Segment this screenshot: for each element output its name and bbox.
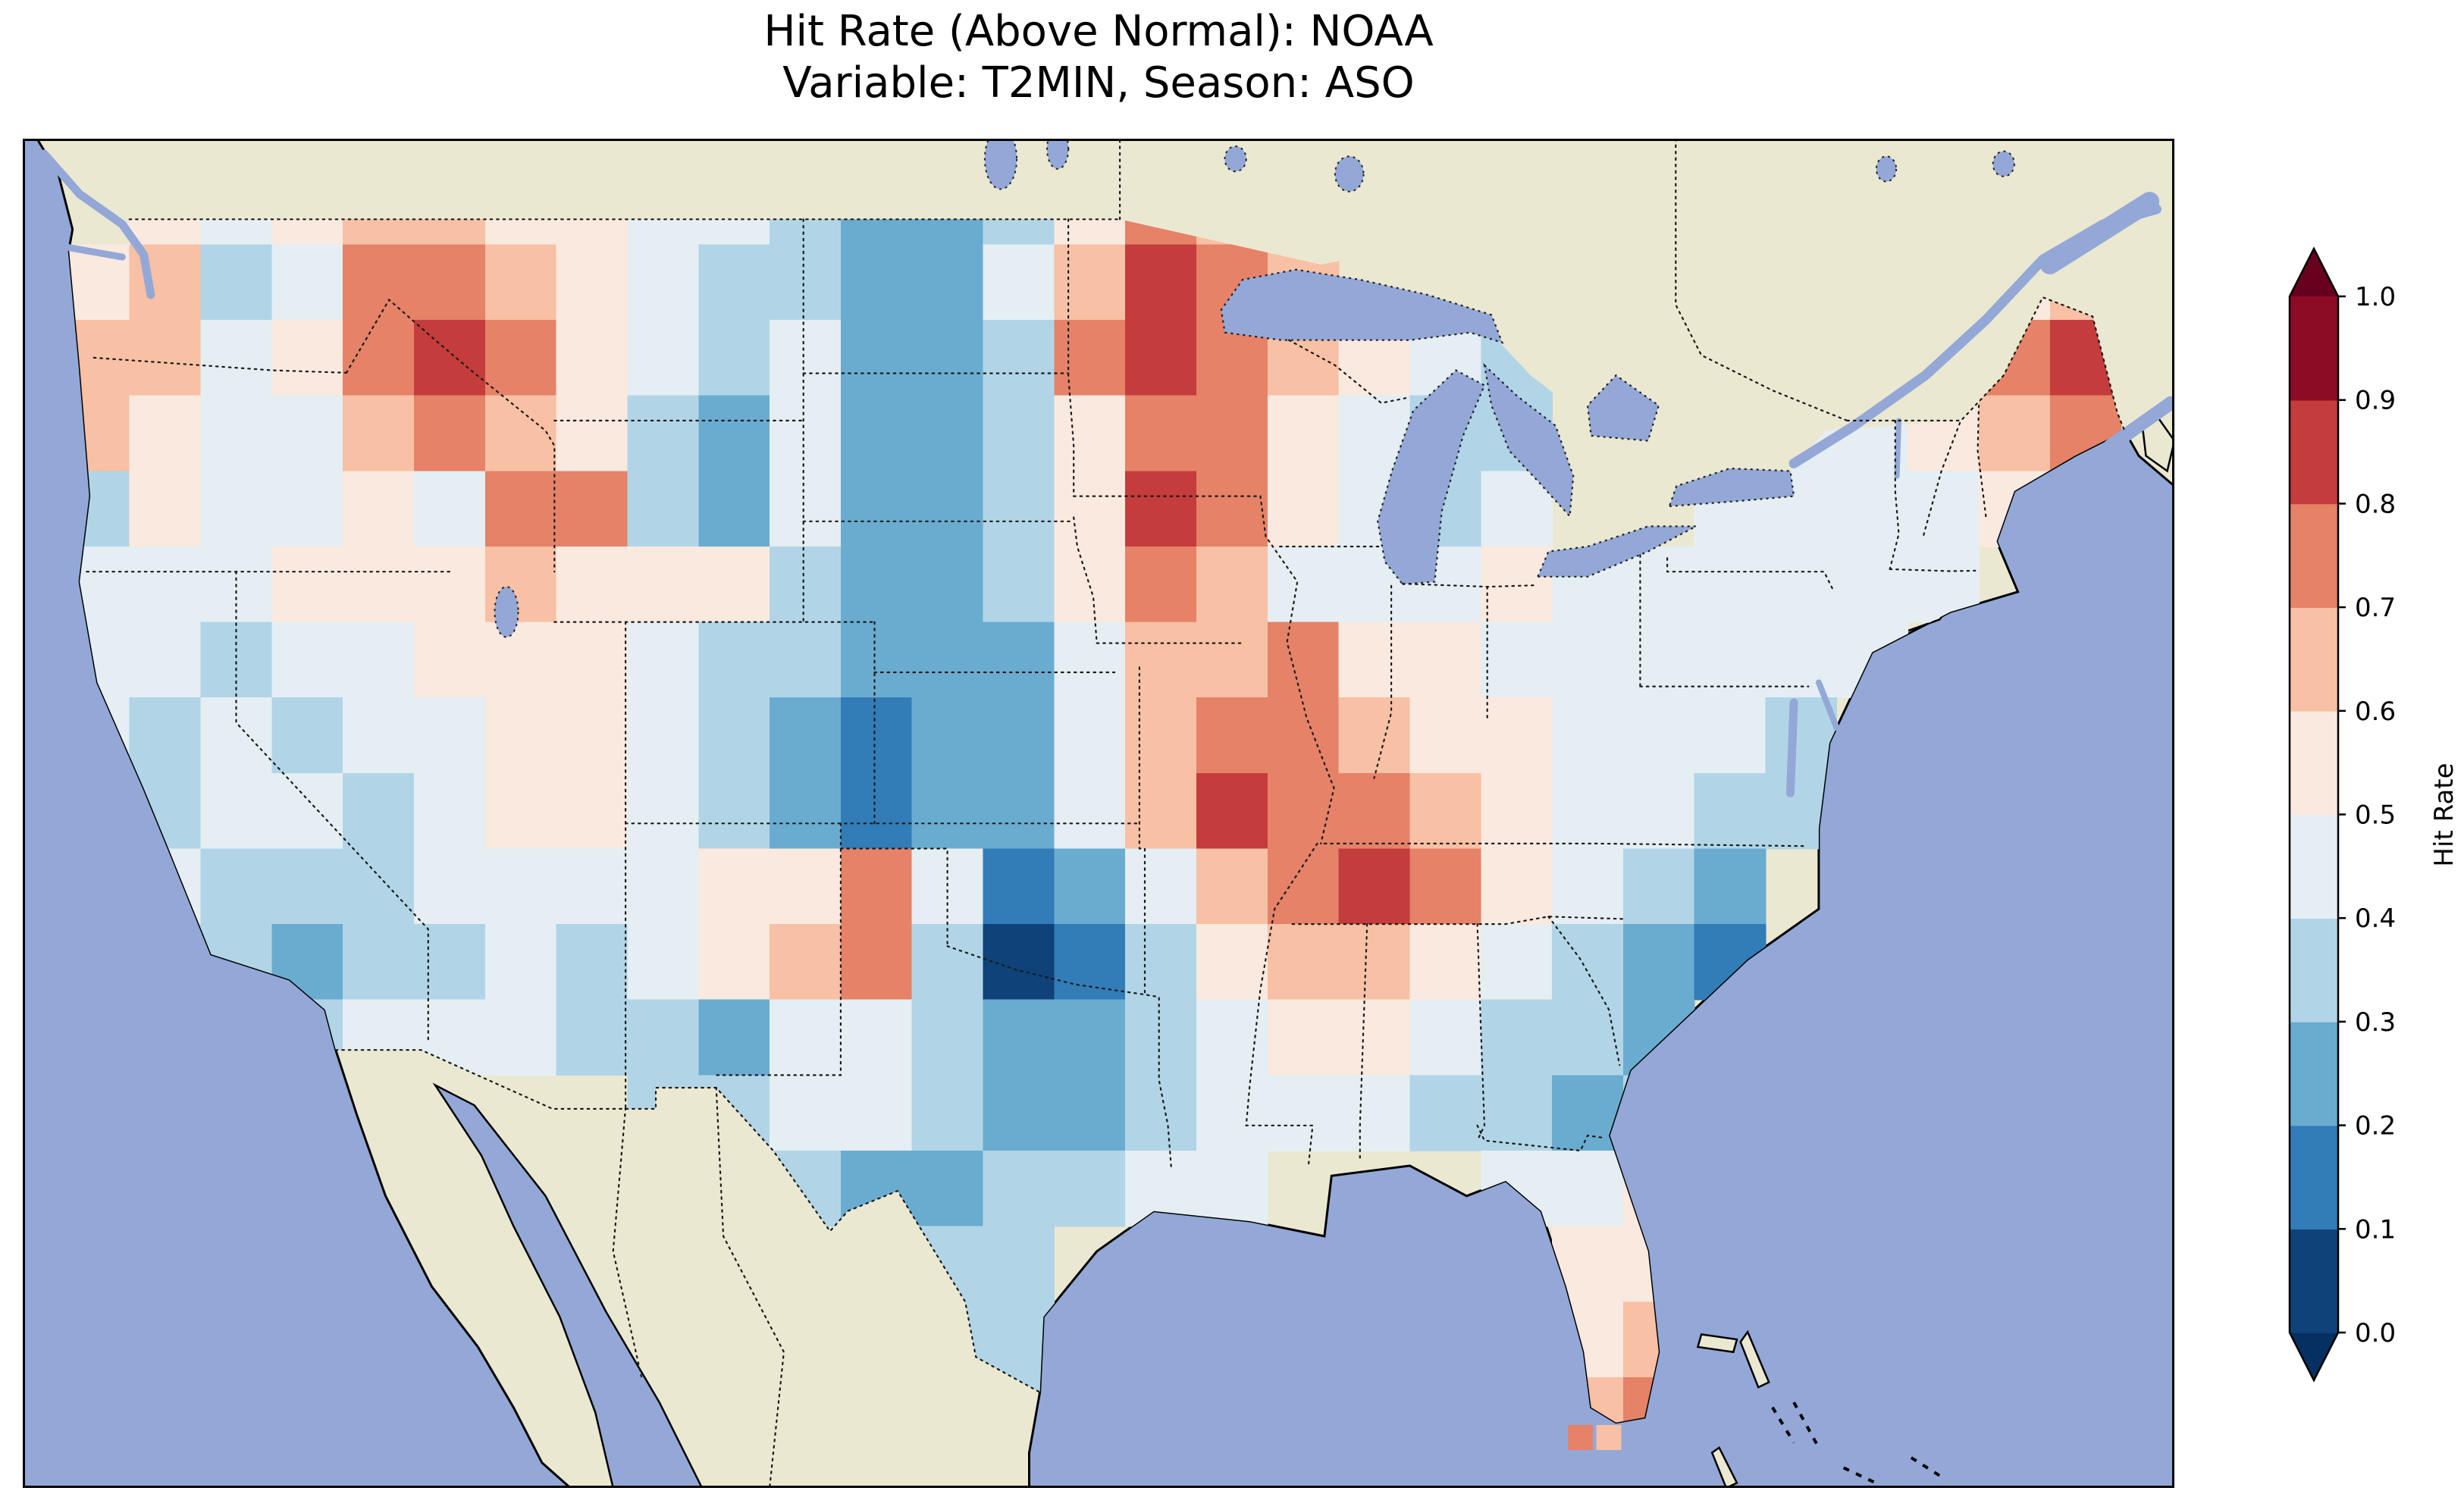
colorbar-tick-label: 0.0	[2355, 1318, 2396, 1348]
colorbar-tick-label: 0.5	[2355, 800, 2396, 831]
colorbar-ticks: 0.0 0.1 0.2 0.3 0.4 0.5 0.6 0.7 0.8 0.9 1.0	[2338, 282, 2396, 1348]
colorbar-tick-label: 0.9	[2355, 386, 2396, 416]
colorbar-tick-label: 0.1	[2355, 1214, 2396, 1245]
colorbar-bar	[2288, 246, 2340, 1383]
page-title: Hit Rate (Above Normal): NOAA Variable: …	[0, 6, 2197, 109]
colorbar-tick-label: 0.7	[2355, 593, 2396, 623]
title-line-2: Variable: T2MIN, Season: ASO	[782, 58, 1415, 108]
colorbar: 0.0 0.1 0.2 0.3 0.4 0.5 0.6 0.7 0.8 0.9 1.0	[2274, 243, 2464, 1425]
colorbar-tick-label: 0.8	[2355, 489, 2396, 519]
map-canvas	[23, 139, 2174, 1488]
axes-frame	[23, 139, 2174, 1488]
colorbar-tick-label: 0.3	[2355, 1007, 2396, 1038]
title-line-1: Hit Rate (Above Normal): NOAA	[763, 7, 1434, 56]
colorbar-tick-label: 0.4	[2355, 904, 2396, 934]
map-svg	[23, 139, 2174, 1488]
colorbar-tick-label: 0.6	[2355, 697, 2396, 727]
heatmap-extra-cells	[1568, 1425, 1622, 1451]
colorbar-tick-label: 1.0	[2355, 282, 2396, 312]
colorbar-svg: 0.0 0.1 0.2 0.3 0.4 0.5 0.6 0.7 0.8 0.9 1.0	[2288, 246, 2396, 1383]
lakes-layer	[39, 139, 2174, 1488]
colorbar-label: Hit Rate	[2429, 763, 2459, 867]
borders-layer	[86, 139, 2126, 1488]
colorbar-tick-label: 0.2	[2355, 1111, 2396, 1142]
